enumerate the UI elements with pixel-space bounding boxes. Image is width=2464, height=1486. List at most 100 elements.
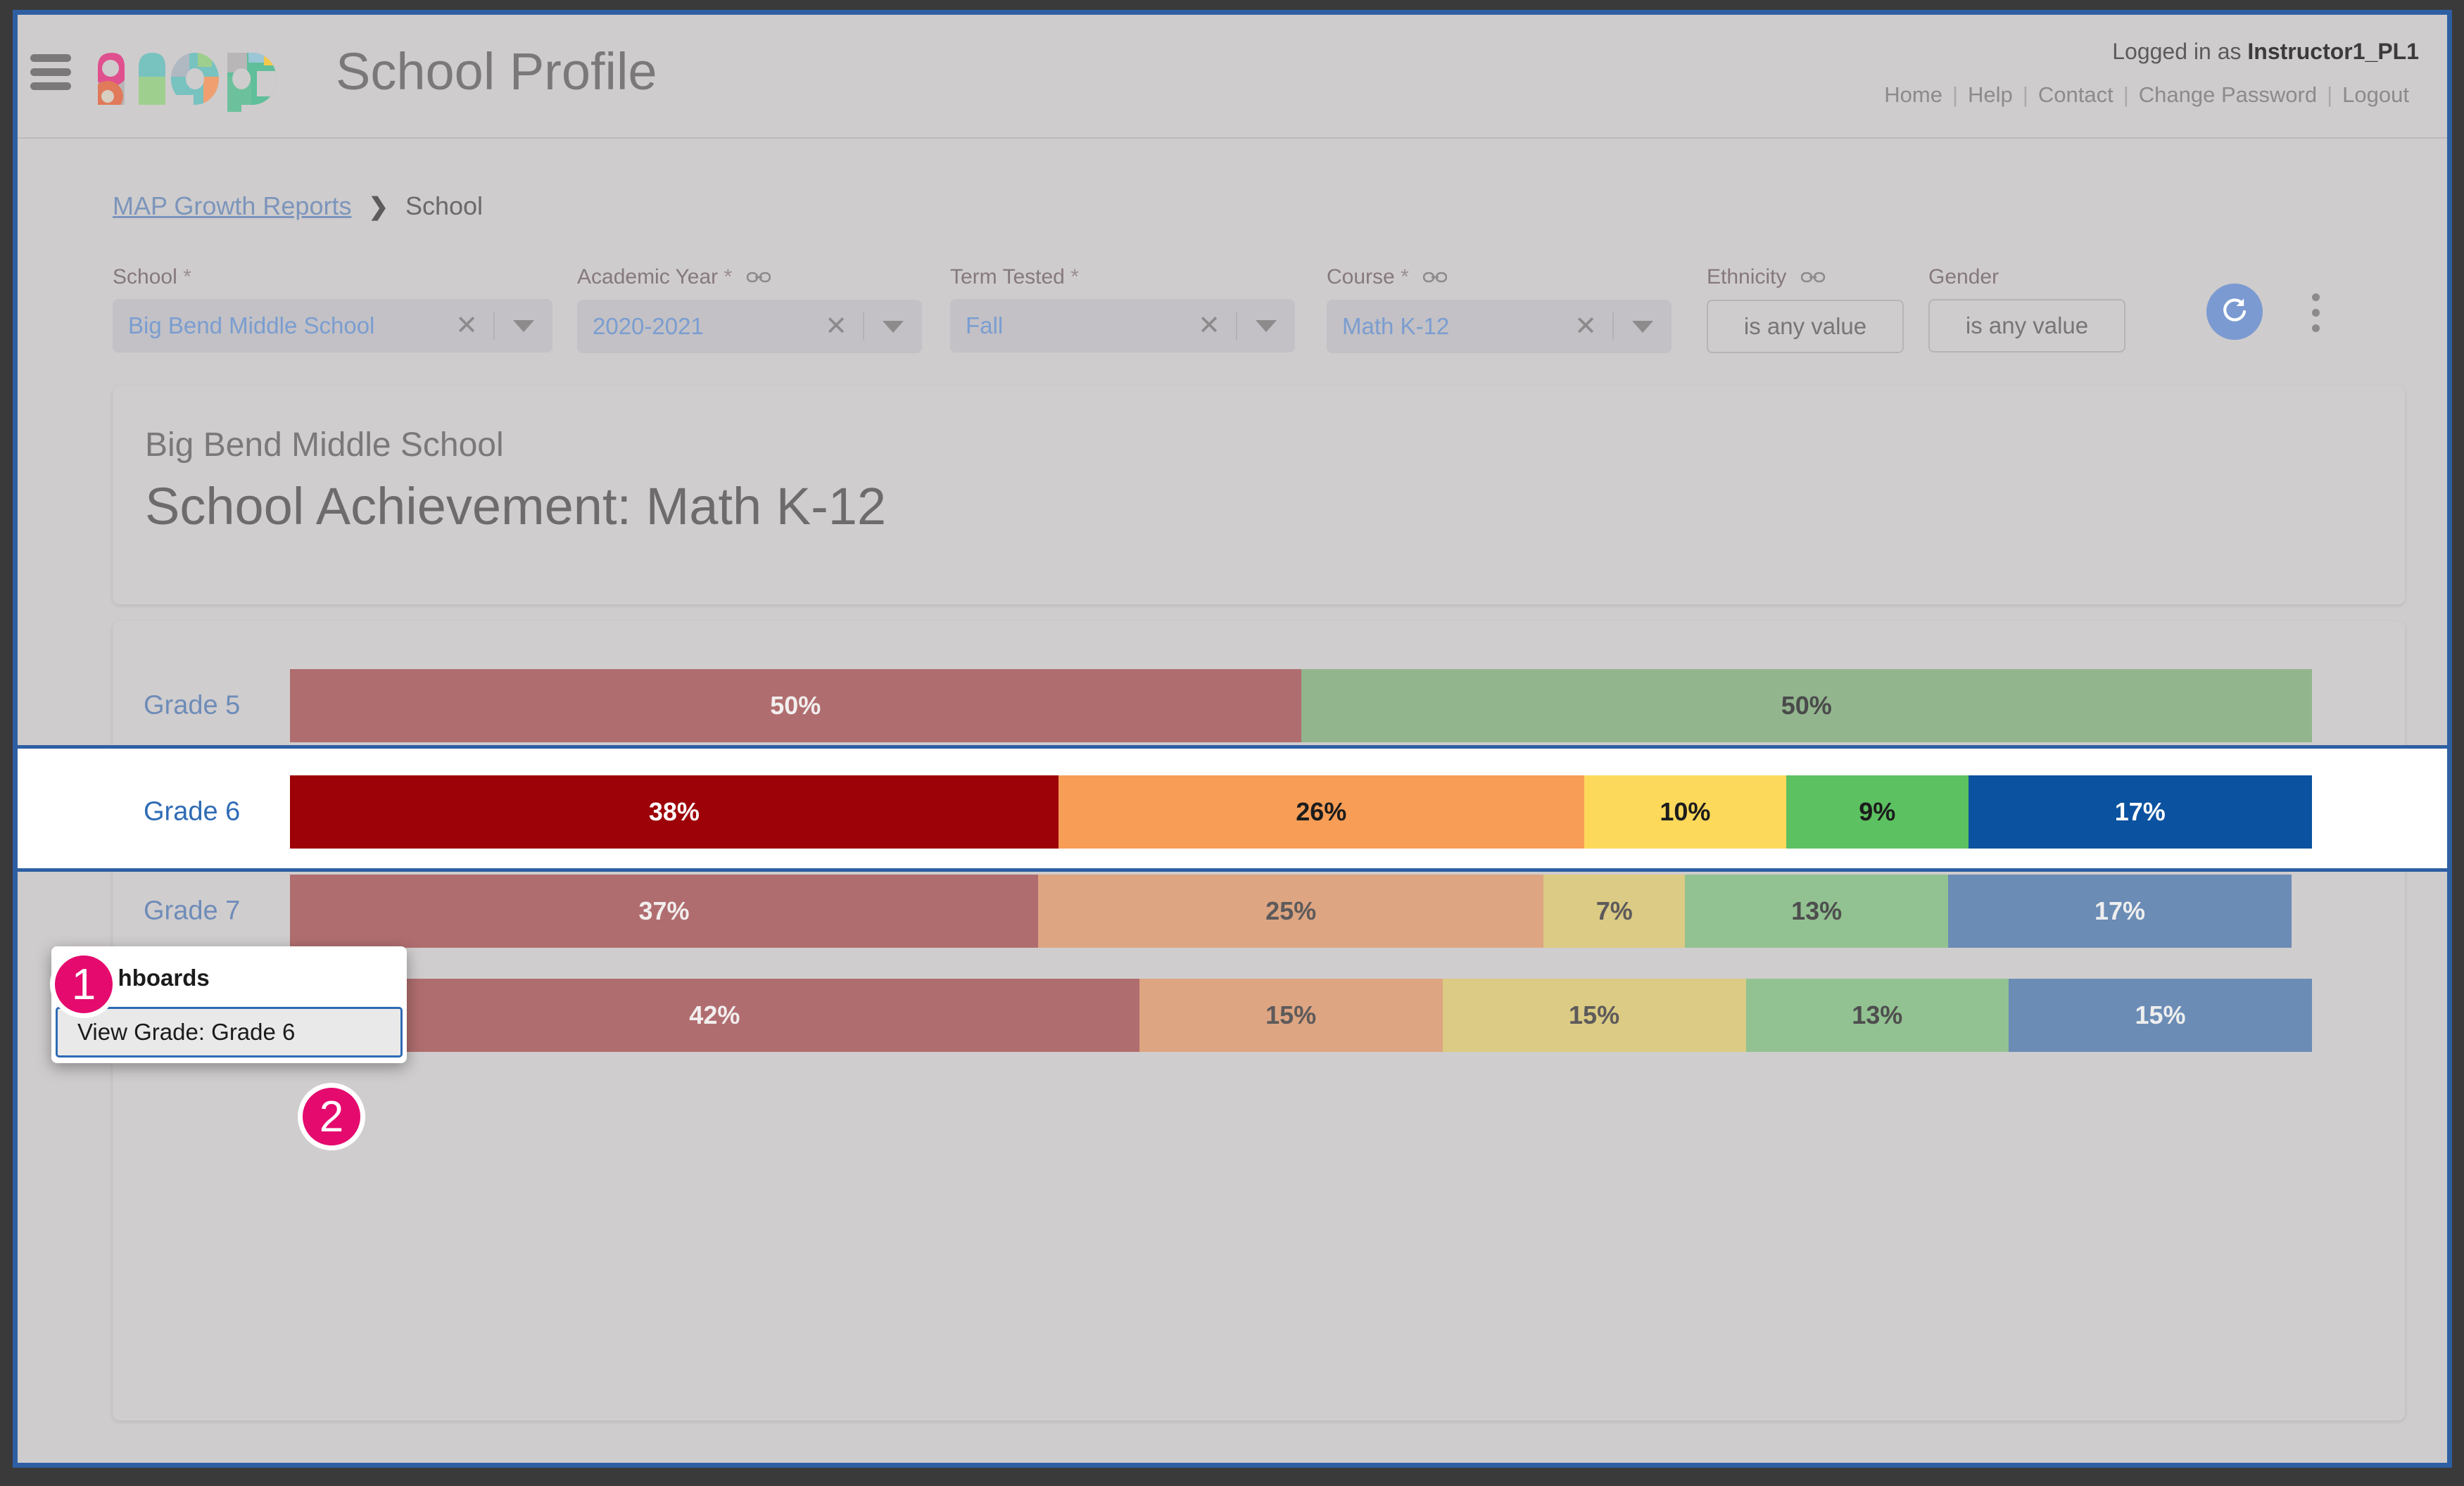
chart-segment[interactable]: 25% — [1038, 875, 1544, 948]
chart-row-track: 42% 15% 15% 13% 15% — [290, 979, 2312, 1052]
divider — [1612, 312, 1614, 341]
chart-segment[interactable]: 15% — [1139, 979, 1443, 1052]
filter-school-clear-icon[interactable]: ✕ — [455, 311, 478, 341]
hamburger-menu-icon[interactable] — [30, 54, 71, 90]
link-logout[interactable]: Logout — [2342, 82, 2409, 107]
filter-ethnicity-field[interactable]: is any value — [1707, 300, 1904, 354]
link-icon — [746, 266, 771, 290]
refresh-button[interactable] — [2206, 284, 2263, 340]
achievement-chart-card: Grade 5 50% 50% Grade 7 37% 25% 7% 13% 1… — [113, 621, 2405, 1421]
dot — [2312, 309, 2320, 317]
filter-academic-year-field[interactable]: 2020-2021 ✕ — [577, 300, 922, 354]
link-separator: | — [2123, 82, 2129, 107]
chart-segment[interactable]: 9% — [1786, 775, 1969, 849]
breadcrumb: MAP Growth Reports ❯ School — [113, 191, 483, 221]
filter-school-chevron-down-icon[interactable] — [495, 319, 552, 332]
chart-segment[interactable]: 50% — [1301, 669, 2312, 742]
chart-segment[interactable]: 42% — [290, 979, 1139, 1052]
breadcrumb-link-map-growth-reports[interactable]: MAP Growth Reports — [113, 191, 352, 220]
step-badge-2: 2 — [298, 1083, 365, 1150]
filter-academic-year-label: Academic Year * — [577, 265, 922, 290]
filter-gender: Gender is any value — [1928, 265, 2125, 353]
dot — [2312, 293, 2320, 301]
link-help[interactable]: Help — [1968, 82, 2013, 107]
context-menu-item-view-grade[interactable]: View Grade: Grade 6 — [56, 1007, 403, 1058]
breadcrumb-current-school: School — [405, 191, 484, 220]
chart-row-track: 50% 50% — [290, 669, 2312, 742]
filter-gender-field[interactable]: is any value — [1928, 299, 2125, 353]
filter-gender-value: is any value — [1965, 312, 2089, 338]
link-separator: | — [1952, 82, 1959, 107]
chart-row-label: Grade 7 — [144, 896, 241, 926]
link-change-password[interactable]: Change Password — [2138, 82, 2318, 107]
filter-term-tested-label: Term Tested * — [950, 265, 1079, 288]
divider — [863, 312, 864, 341]
chart-segment[interactable]: 15% — [2009, 979, 2312, 1052]
filter-course-chevron-down-icon[interactable] — [1614, 320, 1672, 333]
filter-course-field[interactable]: Math K-12 ✕ — [1327, 300, 1672, 354]
filter-ethnicity: Ethnicity is any value — [1707, 265, 1904, 354]
chart-segment[interactable]: 13% — [1685, 875, 1948, 948]
chart-segment[interactable]: 17% — [1947, 875, 2292, 948]
chart-segment[interactable]: 13% — [1745, 979, 2009, 1052]
filter-school-field[interactable]: Big Bend Middle School ✕ — [113, 299, 552, 353]
chart-row-track: 37% 25% 7% 13% 17% — [290, 875, 2312, 948]
chart-segment[interactable]: 10% — [1584, 775, 1786, 849]
filter-term-tested: Term Tested * Fall ✕ — [950, 265, 1295, 353]
link-home[interactable]: Home — [1884, 82, 1942, 107]
highlighted-row-grade-6[interactable]: Grade 6 38% 26% 10% 9% 17% — [18, 745, 2447, 872]
map-logo[interactable] — [92, 34, 296, 116]
filter-course-clear-icon[interactable]: ✕ — [1574, 312, 1597, 342]
filter-school: School * Big Bend Middle School ✕ — [113, 265, 552, 353]
filter-course-label: Course * — [1327, 265, 1672, 290]
link-contact[interactable]: Contact — [2037, 82, 2114, 107]
filter-school-value: Big Bend Middle School — [128, 312, 375, 338]
report-school-name: Big Bend Middle School — [145, 426, 504, 464]
more-options-button[interactable] — [2312, 293, 2323, 340]
chart-segment[interactable]: 7% — [1543, 875, 1686, 948]
step-badge-1: 1 — [50, 951, 118, 1018]
filter-term-tested-chevron-down-icon[interactable] — [1237, 319, 1295, 332]
filter-bar: School * Big Bend Middle School ✕ Academ… — [113, 265, 2405, 354]
breadcrumb-chevron-icon: ❯ — [368, 193, 388, 220]
filter-gender-label: Gender — [1928, 265, 1999, 288]
filter-academic-year: Academic Year * 2020-2021 ✕ — [577, 265, 922, 354]
chart-row-grade-6[interactable]: Grade 6 38% 26% 10% 9% 17% — [113, 775, 2405, 849]
filter-academic-year-clear-icon[interactable]: ✕ — [825, 312, 847, 342]
chart-row-grade-7[interactable]: Grade 7 37% 25% 7% 13% 17% — [113, 875, 2405, 948]
chart-segment[interactable]: 26% — [1058, 775, 1584, 849]
divider — [493, 312, 495, 340]
filter-ethnicity-value: is any value — [1743, 313, 1867, 340]
filter-course: Course * Math K-12 ✕ — [1327, 265, 1672, 354]
header-links: Home | Help | Contact | Change Password | Logout — [1874, 82, 2419, 108]
chart-segment[interactable]: 17% — [1968, 775, 2312, 849]
filter-academic-year-value: 2020-2021 — [593, 313, 704, 340]
filter-academic-year-chevron-down-icon[interactable] — [864, 320, 922, 333]
chart-row-grade-8[interactable]: Grade 8 42% 15% 15% 13% 15% — [113, 979, 2405, 1052]
chart-segment[interactable]: 37% — [290, 875, 1038, 948]
chart-segment[interactable]: 50% — [290, 669, 1301, 742]
report-title-card: Big Bend Middle School School Achievemen… — [113, 386, 2405, 604]
logged-in-prefix: Logged in as — [2112, 39, 2242, 64]
dot — [2312, 324, 2320, 332]
chart-row-label: Grade 5 — [144, 690, 241, 720]
filter-term-tested-field[interactable]: Fall ✕ — [950, 299, 1295, 353]
chart-row-grade-5[interactable]: Grade 5 50% 50% — [113, 669, 2405, 742]
logged-in-status: Logged in as Instructor1_PL1 — [2112, 39, 2419, 65]
filter-school-label: School * — [113, 265, 191, 288]
filter-course-value: Math K-12 — [1342, 313, 1450, 340]
app-header: School Profile Logged in as Instructor1_… — [18, 15, 2447, 139]
divider — [1236, 312, 1237, 340]
chart-segment[interactable]: 15% — [1442, 979, 1746, 1052]
chart-segment[interactable]: 38% — [290, 775, 1059, 849]
refresh-icon — [2223, 298, 2247, 322]
chart-row-label: Grade 6 — [144, 796, 241, 827]
link-icon — [1800, 266, 1826, 290]
page-title: School Profile — [336, 42, 657, 101]
page-viewport: School Profile Logged in as Instructor1_… — [13, 10, 2452, 1468]
filter-term-tested-value: Fall — [966, 312, 1004, 338]
filter-term-tested-clear-icon[interactable]: ✕ — [1198, 311, 1220, 341]
link-icon — [1422, 266, 1448, 290]
logged-in-username: Instructor1_PL1 — [2247, 39, 2419, 64]
